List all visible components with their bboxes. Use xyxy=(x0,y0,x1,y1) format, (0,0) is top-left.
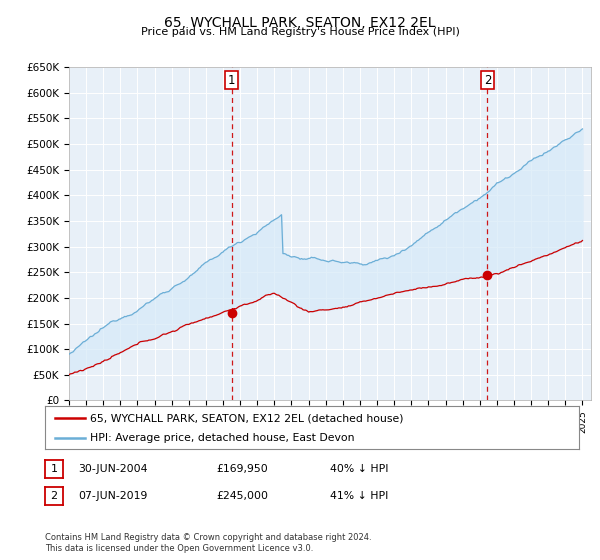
Text: 65, WYCHALL PARK, SEATON, EX12 2EL (detached house): 65, WYCHALL PARK, SEATON, EX12 2EL (deta… xyxy=(91,413,404,423)
Text: £169,950: £169,950 xyxy=(216,464,268,474)
Text: Contains HM Land Registry data © Crown copyright and database right 2024.
This d: Contains HM Land Registry data © Crown c… xyxy=(45,533,371,553)
Text: 1: 1 xyxy=(50,464,58,474)
Text: 2: 2 xyxy=(484,73,491,86)
Text: 41% ↓ HPI: 41% ↓ HPI xyxy=(330,491,388,501)
Text: 40% ↓ HPI: 40% ↓ HPI xyxy=(330,464,389,474)
Text: HPI: Average price, detached house, East Devon: HPI: Average price, detached house, East… xyxy=(91,433,355,444)
Text: 2: 2 xyxy=(50,491,58,501)
Text: £245,000: £245,000 xyxy=(216,491,268,501)
Text: 30-JUN-2004: 30-JUN-2004 xyxy=(78,464,148,474)
Text: 65, WYCHALL PARK, SEATON, EX12 2EL: 65, WYCHALL PARK, SEATON, EX12 2EL xyxy=(164,16,436,30)
Text: 1: 1 xyxy=(228,73,235,86)
Text: 07-JUN-2019: 07-JUN-2019 xyxy=(78,491,148,501)
Text: Price paid vs. HM Land Registry's House Price Index (HPI): Price paid vs. HM Land Registry's House … xyxy=(140,27,460,37)
